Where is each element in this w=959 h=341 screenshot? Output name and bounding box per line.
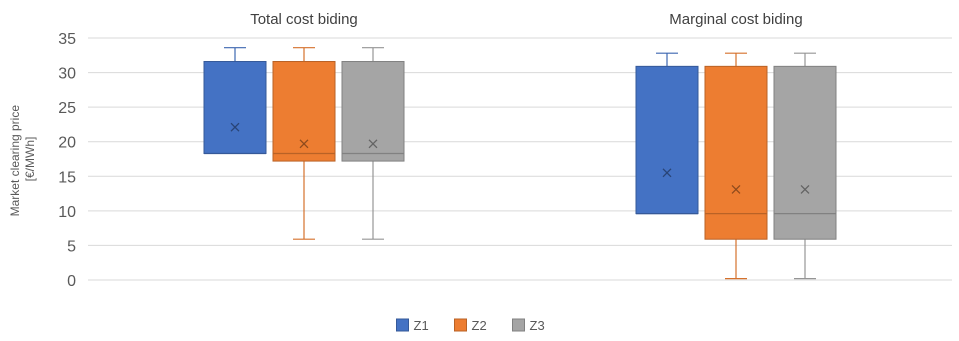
box-z3-1 — [341, 47, 405, 240]
legend-swatch-z3 — [512, 318, 525, 332]
y-tick-label-10: 10 — [58, 204, 76, 221]
group-label-1: Marginal cost biding — [669, 11, 802, 28]
legend-item-z3[interactable]: Z3 — [512, 318, 545, 333]
mean-marker-z3-2 — [800, 184, 810, 194]
y-axis-tick-labels: 0 5 10 15 20 25 30 35 — [58, 31, 76, 290]
legend[interactable]: Z1 Z2 Z3 — [396, 318, 545, 333]
mean-marker-z2-1 — [299, 139, 309, 149]
y-axis-title-line-1: Market clearing price — [8, 105, 22, 217]
box-rect-z2-1 — [272, 61, 336, 162]
y-tick-label-5: 5 — [67, 238, 76, 255]
y-tick-label-30: 30 — [58, 66, 76, 83]
legend-swatch-z2 — [454, 318, 467, 332]
box-rect-z2-2 — [704, 65, 768, 240]
group-label-0: Total cost biding — [250, 11, 358, 28]
box-z1-2 — [635, 52, 699, 215]
y-tick-label-20: 20 — [58, 135, 76, 152]
box-rect-z3-1 — [341, 61, 405, 162]
box-rect-z3-2 — [773, 65, 837, 240]
y-axis-title: Market clearing price [€/MWh] — [8, 102, 37, 217]
y-tick-label-25: 25 — [58, 100, 76, 117]
box-z2-2 — [704, 52, 768, 280]
legend-label-z3: Z3 — [530, 318, 545, 333]
mean-marker-z2-2 — [731, 184, 741, 194]
group-labels: Total cost biding Marginal cost biding — [250, 11, 802, 28]
legend-item-z2[interactable]: Z2 — [454, 318, 487, 333]
box-plot-series — [203, 47, 837, 280]
mean-marker-z3-1 — [368, 139, 378, 149]
box-z1-1 — [203, 47, 267, 155]
mean-marker-z1-2 — [662, 168, 672, 178]
legend-item-z1[interactable]: Z1 — [396, 318, 429, 333]
y-tick-label-15: 15 — [58, 169, 76, 186]
box-z2-1 — [272, 47, 336, 240]
legend-label-z2: Z2 — [472, 318, 487, 333]
legend-label-z1: Z1 — [414, 318, 429, 333]
y-tick-label-0: 0 — [67, 273, 76, 290]
mean-marker-z1-1 — [230, 122, 240, 132]
legend-swatch-z1 — [396, 318, 409, 332]
box-rect-z1-1 — [203, 61, 267, 154]
y-axis-title-line-2: [€/MWh] — [23, 137, 37, 182]
y-tick-label-35: 35 — [58, 31, 76, 48]
box-z3-2 — [773, 52, 837, 280]
box-rect-z1-2 — [635, 65, 699, 215]
